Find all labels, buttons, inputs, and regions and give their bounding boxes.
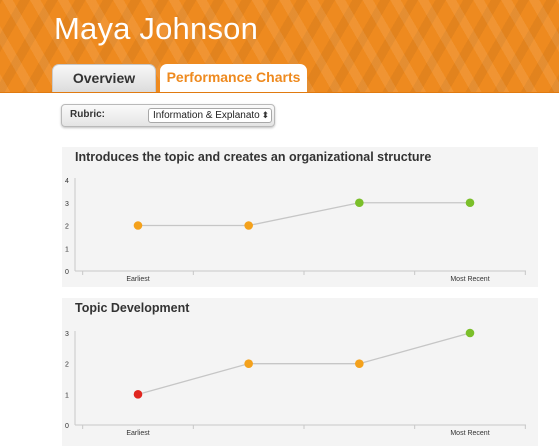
y-tick-label: 2 <box>65 362 69 369</box>
x-tick-label: Most Recent <box>450 430 489 437</box>
y-tick-label: 1 <box>65 246 69 253</box>
data-point <box>133 221 143 230</box>
data-point <box>133 390 143 399</box>
tab-overview[interactable]: Overview <box>52 64 156 92</box>
tab-performance-charts[interactable]: Performance Charts <box>160 64 307 92</box>
y-tick-label: 2 <box>65 224 69 231</box>
chart-panel-topic-development: Topic Development 0 1 2 3 Earliest Most Recen… <box>62 298 538 446</box>
line-chart-organizational-structure: 0 1 2 3 4 Earliest Most Recent <box>65 178 526 283</box>
x-tick-label: Earliest <box>126 430 149 437</box>
header-banner: Maya Johnson Overview Performance Charts <box>0 0 559 93</box>
select-updown-icon: ⬍ <box>260 109 269 122</box>
rubric-selected-value: Information & Explanatory <box>153 110 269 121</box>
x-tick-label: Most Recent <box>450 276 489 283</box>
rubric-selector-bar: Rubric: Information & Explanatory ⬍ <box>61 104 275 127</box>
line-chart-topic-development: 0 1 2 3 Earliest Most Recent <box>65 328 526 437</box>
chart-panel-organizational-structure: Introduces the topic and creates an orga… <box>62 147 538 287</box>
y-tick-label: 3 <box>65 201 69 208</box>
x-tick-label: Earliest <box>126 276 149 283</box>
data-point <box>244 221 253 230</box>
y-tick-label: 0 <box>65 269 69 276</box>
chart-title: Topic Development <box>75 301 190 315</box>
rubric-select[interactable]: Information & Explanatory ⬍ <box>148 108 272 123</box>
data-point <box>465 198 475 208</box>
y-tick-label: 3 <box>65 331 69 338</box>
chart-title: Introduces the topic and creates an orga… <box>75 150 432 164</box>
data-point <box>244 359 253 368</box>
student-name: Maya Johnson <box>54 11 259 46</box>
series-line <box>138 202 470 227</box>
rubric-label: Rubric: <box>70 109 105 120</box>
data-point <box>355 198 364 208</box>
series-line <box>137 332 471 395</box>
data-point <box>465 328 475 338</box>
data-point <box>355 359 364 368</box>
y-tick-label: 4 <box>65 178 69 185</box>
y-tick-label: 1 <box>65 392 69 399</box>
y-tick-label: 0 <box>65 423 69 430</box>
